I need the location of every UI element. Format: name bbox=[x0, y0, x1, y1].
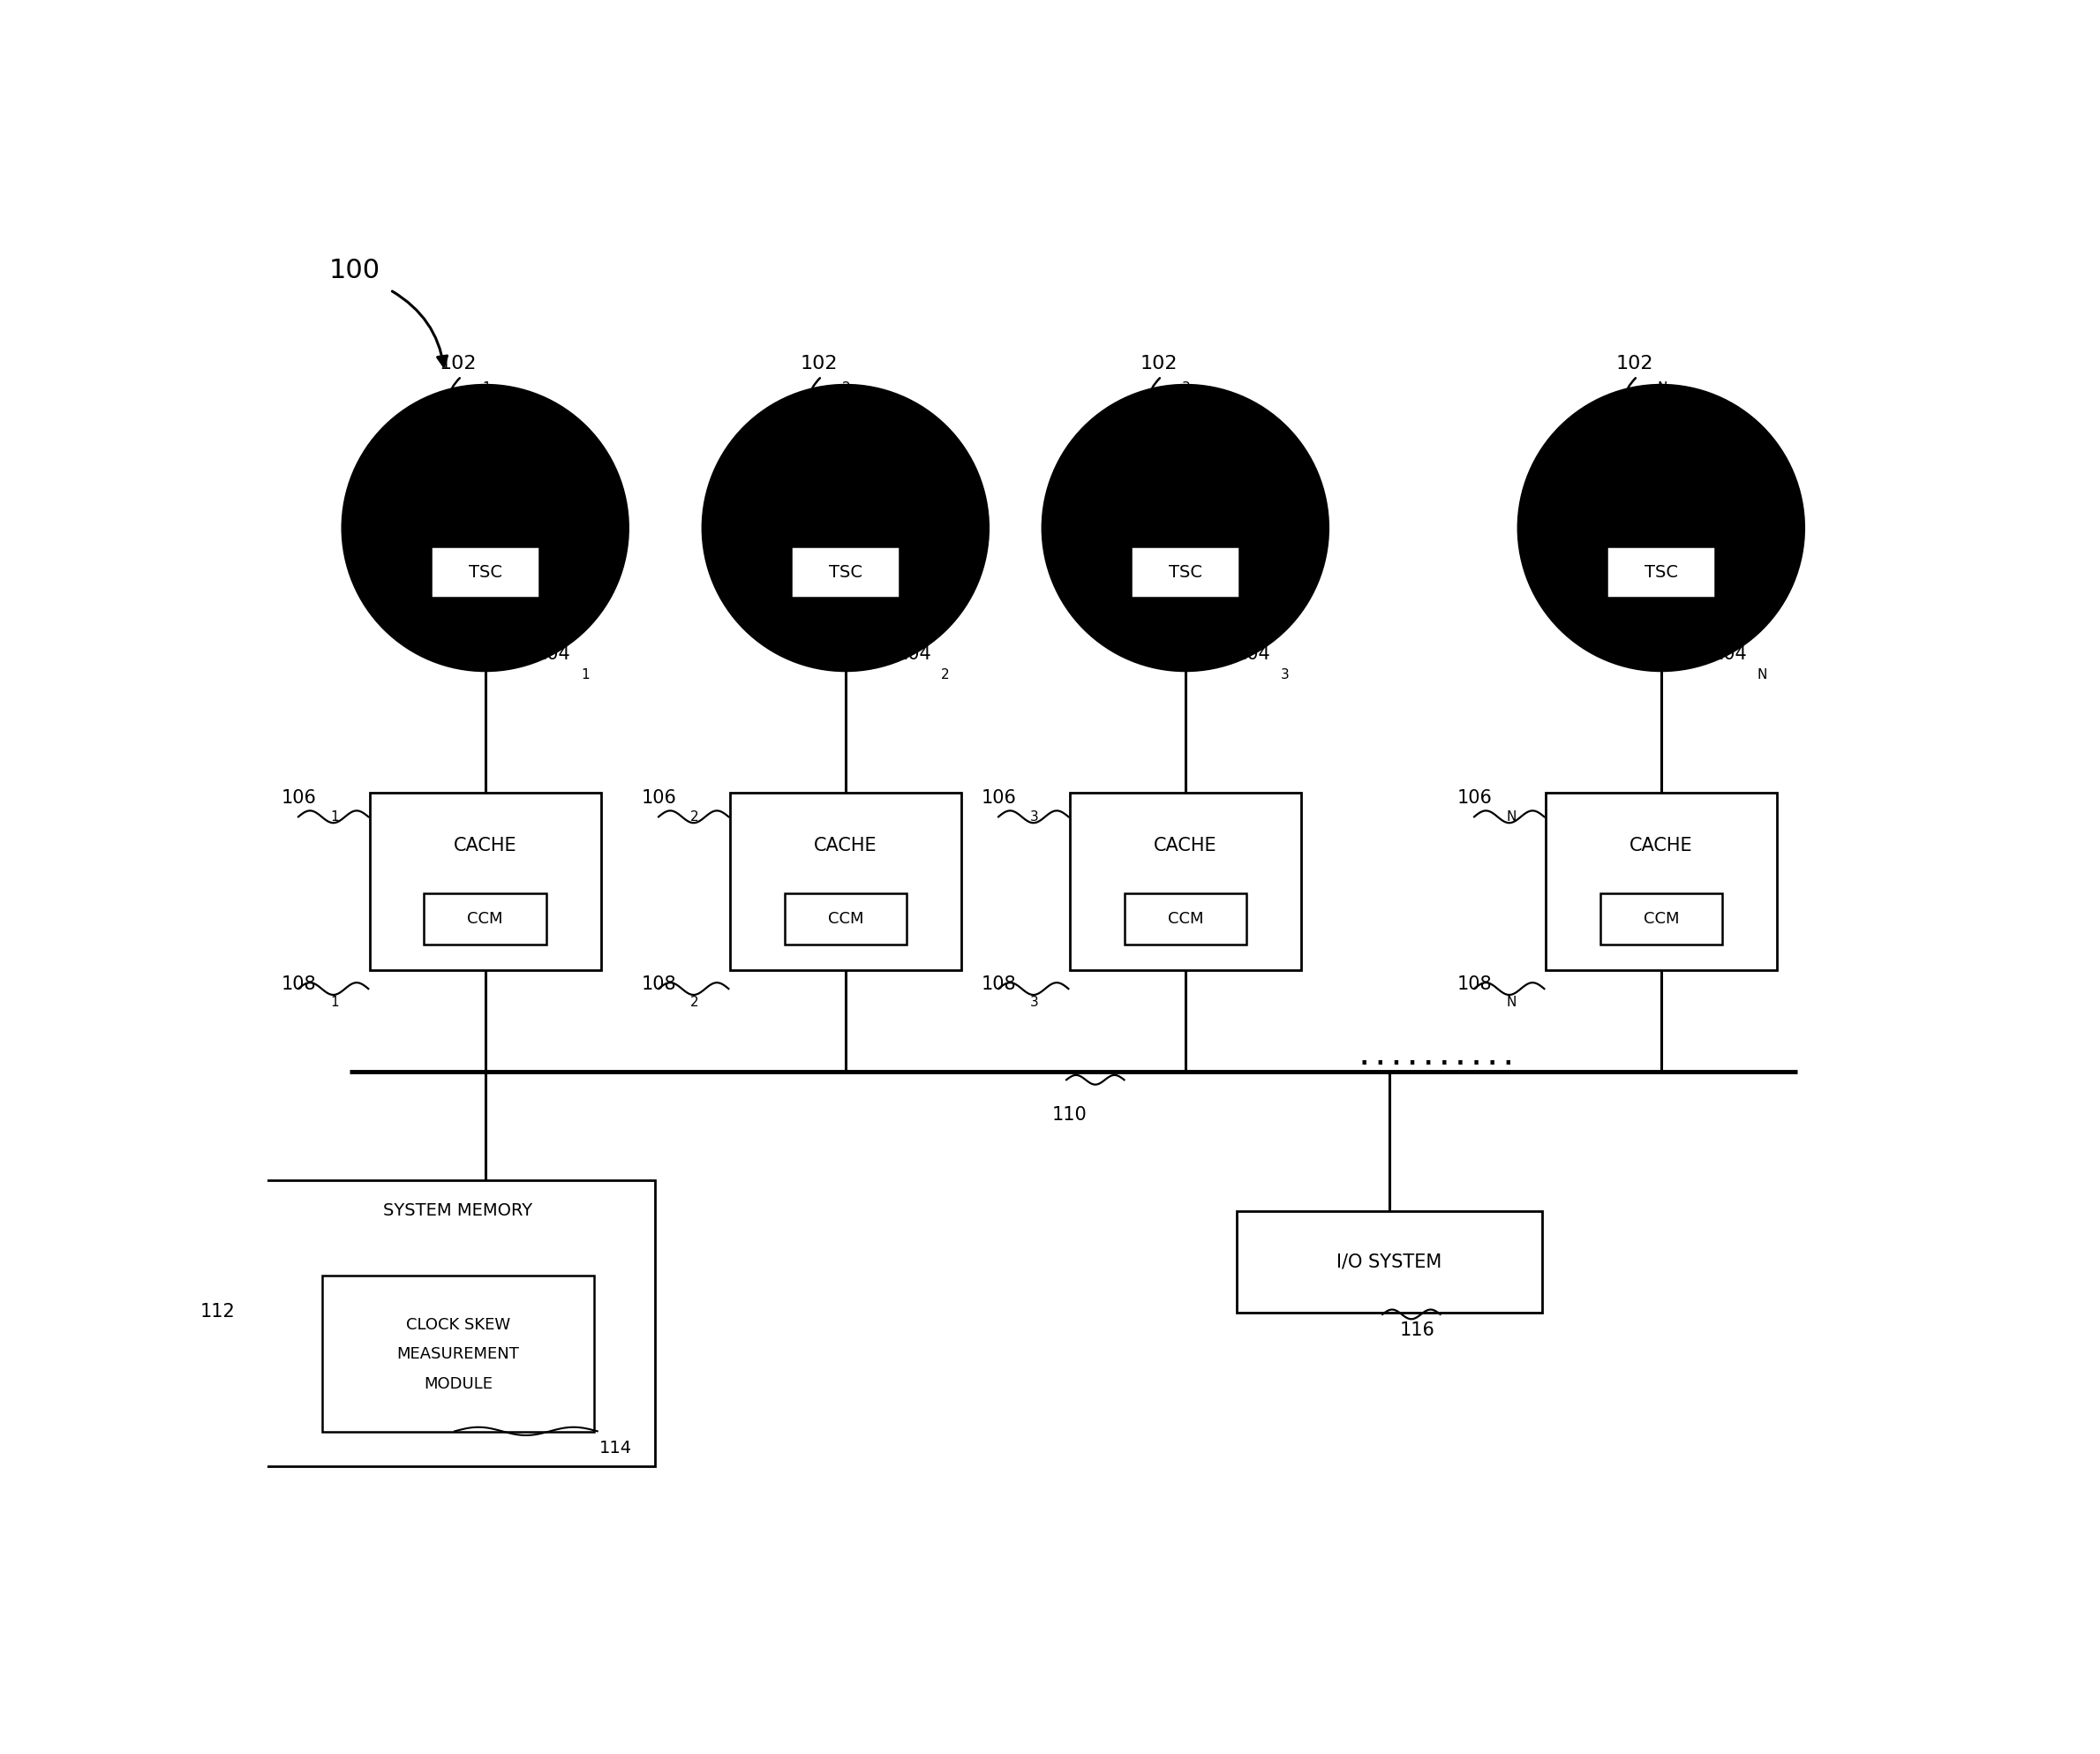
Text: MEASUREMENT: MEASUREMENT bbox=[397, 1345, 519, 1361]
Text: 108: 108 bbox=[643, 975, 676, 993]
Bar bbox=[731, 793, 962, 970]
Text: TSC: TSC bbox=[1168, 563, 1201, 581]
Text: 114: 114 bbox=[598, 1440, 632, 1458]
Text: CACHE: CACHE bbox=[1153, 837, 1218, 854]
Text: 2: 2 bbox=[691, 810, 699, 823]
Text: · · · · · · · · · ·: · · · · · · · · · · bbox=[1361, 1052, 1512, 1073]
Text: N: N bbox=[1506, 996, 1516, 1009]
Text: 108: 108 bbox=[281, 975, 317, 993]
Bar bbox=[1600, 893, 1722, 944]
Text: CCM: CCM bbox=[1168, 910, 1203, 926]
Bar bbox=[260, 1180, 655, 1466]
Text: 3: 3 bbox=[1031, 996, 1040, 1009]
Bar bbox=[321, 1275, 594, 1431]
Text: 104: 104 bbox=[1711, 645, 1747, 663]
Text: 104: 104 bbox=[1237, 645, 1270, 663]
Text: 3: 3 bbox=[1281, 668, 1289, 681]
Text: 110: 110 bbox=[1052, 1105, 1088, 1123]
Text: SLAVE CPU: SLAVE CPU bbox=[1611, 482, 1711, 500]
Text: N: N bbox=[1657, 381, 1667, 395]
Text: 104: 104 bbox=[897, 645, 930, 663]
Text: CCM: CCM bbox=[1644, 910, 1680, 926]
Text: TSC: TSC bbox=[468, 563, 502, 581]
Text: 106: 106 bbox=[981, 789, 1016, 807]
Text: CACHE: CACHE bbox=[1630, 837, 1693, 854]
Text: MODULE: MODULE bbox=[424, 1377, 493, 1393]
Bar bbox=[424, 893, 546, 944]
Text: CACHE: CACHE bbox=[815, 837, 878, 854]
Text: 1: 1 bbox=[330, 810, 338, 823]
Text: 2: 2 bbox=[842, 381, 850, 395]
Text: SLAVE CPU: SLAVE CPU bbox=[796, 482, 897, 500]
Circle shape bbox=[1042, 386, 1327, 670]
Text: CCM: CCM bbox=[468, 910, 504, 926]
Text: 1: 1 bbox=[481, 381, 491, 395]
Circle shape bbox=[342, 386, 628, 670]
Text: 1: 1 bbox=[330, 996, 338, 1009]
Text: 1: 1 bbox=[582, 668, 590, 681]
Text: 102: 102 bbox=[800, 356, 838, 374]
Text: 100: 100 bbox=[330, 258, 380, 282]
Text: N: N bbox=[1506, 810, 1516, 823]
Bar bbox=[430, 547, 540, 598]
Text: 108: 108 bbox=[1457, 975, 1493, 993]
Circle shape bbox=[704, 386, 989, 670]
Text: TSC: TSC bbox=[1644, 563, 1678, 581]
Text: 102: 102 bbox=[439, 356, 477, 374]
Circle shape bbox=[1518, 386, 1804, 670]
Bar bbox=[1132, 547, 1239, 598]
Text: 102: 102 bbox=[1615, 356, 1653, 374]
Text: 106: 106 bbox=[643, 789, 676, 807]
Text: 3: 3 bbox=[1031, 810, 1040, 823]
Text: 104: 104 bbox=[536, 645, 571, 663]
Text: 3: 3 bbox=[1182, 381, 1191, 395]
Text: I/O SYSTEM: I/O SYSTEM bbox=[1336, 1252, 1443, 1272]
Text: 116: 116 bbox=[1399, 1321, 1434, 1338]
Text: 112: 112 bbox=[200, 1303, 235, 1321]
Text: 102: 102 bbox=[1140, 356, 1178, 374]
Text: 2: 2 bbox=[691, 996, 699, 1009]
Text: CLOCK SKEW: CLOCK SKEW bbox=[405, 1317, 510, 1333]
Text: SYSTEM MEMORY: SYSTEM MEMORY bbox=[384, 1203, 533, 1219]
Text: SLAVE CPU: SLAVE CPU bbox=[1134, 482, 1237, 500]
Bar bbox=[1546, 793, 1777, 970]
Bar bbox=[1069, 793, 1300, 970]
Text: 106: 106 bbox=[281, 789, 317, 807]
Text: CCM: CCM bbox=[827, 910, 863, 926]
Bar bbox=[1124, 893, 1247, 944]
Bar bbox=[783, 893, 907, 944]
Text: 2: 2 bbox=[941, 668, 949, 681]
Bar bbox=[1606, 547, 1716, 598]
Text: TSC: TSC bbox=[830, 563, 863, 581]
Text: 108: 108 bbox=[981, 975, 1016, 993]
Bar bbox=[370, 793, 601, 970]
Text: 106: 106 bbox=[1457, 789, 1493, 807]
Text: MASTER CPU: MASTER CPU bbox=[426, 482, 544, 500]
Bar bbox=[1237, 1210, 1541, 1314]
Text: CACHE: CACHE bbox=[454, 837, 517, 854]
Bar bbox=[792, 547, 901, 598]
Text: N: N bbox=[1756, 668, 1766, 681]
